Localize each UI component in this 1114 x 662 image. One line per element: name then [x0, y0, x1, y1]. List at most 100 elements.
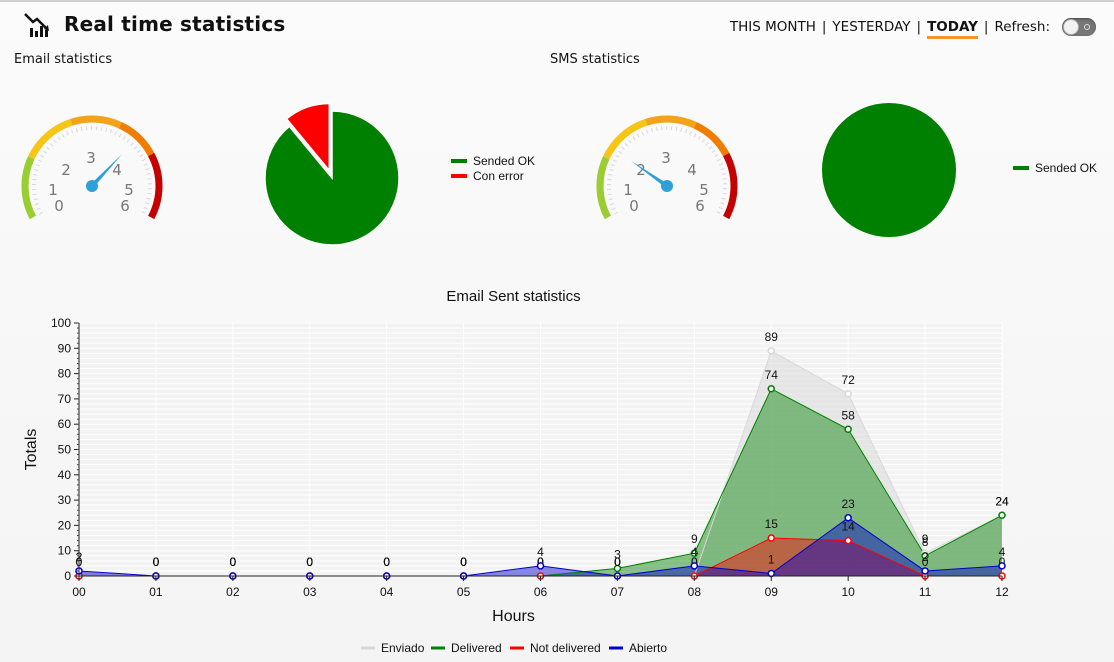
- gauge-tick: [53, 139, 57, 144]
- gauge-tick-label: 2: [61, 161, 71, 179]
- data-point: [152, 572, 160, 580]
- legend-item[interactable]: Sended OK: [1013, 160, 1097, 175]
- data-point: [306, 572, 314, 580]
- x-tick-label: 05: [457, 585, 471, 599]
- x-tick-label: 07: [611, 585, 625, 599]
- refresh-toggle[interactable]: [1062, 18, 1096, 36]
- data-point: [921, 552, 929, 560]
- x-tick-label: 10: [841, 585, 855, 599]
- gauge-band: [596, 156, 611, 220]
- gauge-tick: [720, 168, 725, 171]
- gauge-tick: [711, 149, 716, 154]
- data-point: [690, 572, 699, 580]
- y-axis-title: Totals: [23, 429, 40, 471]
- pie-slice: [822, 103, 956, 237]
- data-point: [152, 572, 160, 580]
- legend-label: Sended OK: [1035, 160, 1098, 175]
- sms-pie-legend: Sended OK: [1013, 160, 1097, 175]
- legend-label: Enviado: [381, 641, 425, 655]
- data-label: 0: [153, 555, 160, 569]
- data-label: 0: [229, 555, 236, 569]
- toggle-knob: [1063, 19, 1079, 35]
- range-this-month[interactable]: THIS MONTH: [729, 19, 816, 35]
- x-tick-label: 02: [226, 585, 240, 599]
- gauge-tick: [80, 126, 83, 131]
- data-label: 0: [460, 555, 467, 569]
- gauge-band: [645, 115, 697, 129]
- data-label: 0: [76, 555, 83, 569]
- gauge-tick: [118, 133, 122, 138]
- gauge-tick: [608, 198, 613, 201]
- gauge-tick: [716, 211, 721, 214]
- data-label: 0: [999, 555, 1006, 569]
- data-point: [382, 572, 391, 580]
- gauge-tick-label: 3: [86, 149, 96, 167]
- data-point: [767, 385, 775, 393]
- legend-item[interactable]: Sended OK: [451, 153, 535, 168]
- data-point: [229, 572, 237, 580]
- gauge-tick-label: 6: [695, 197, 705, 215]
- data-label: 24: [995, 494, 1009, 508]
- data-label: 23: [841, 497, 855, 511]
- header-bar: Real time statistics THIS MONTH | YESTER…: [0, 0, 1114, 46]
- gauge-tick: [693, 133, 697, 138]
- gauge-tick: [705, 142, 709, 146]
- data-label: 0: [614, 555, 621, 569]
- data-label: 4: [999, 545, 1006, 559]
- gauge-tick: [33, 173, 38, 176]
- data-point: [229, 572, 237, 580]
- gauge-hub: [661, 180, 673, 192]
- gauge-tick: [650, 127, 653, 133]
- gauge-band: [603, 118, 648, 160]
- legend-item[interactable]: Con error: [451, 168, 535, 183]
- gauge-tick: [75, 127, 78, 133]
- gauge-tick: [40, 154, 45, 158]
- data-point: [921, 567, 929, 575]
- gauge-tick: [145, 202, 150, 205]
- y-tick-label: 50: [58, 443, 72, 457]
- gauge-tick: [680, 127, 683, 132]
- legend-label: Con error: [473, 168, 524, 183]
- data-point: [75, 572, 83, 580]
- data-label: 1: [768, 552, 775, 566]
- series-line-enviado: [78, 350, 1003, 577]
- data-point: [844, 390, 852, 398]
- gauge-tick: [122, 135, 126, 140]
- data-label: 0: [537, 555, 544, 569]
- gauge-tick: [608, 173, 613, 176]
- data-label: 0: [537, 555, 544, 569]
- data-label: 0: [153, 555, 160, 569]
- gauge-tick: [718, 163, 723, 166]
- x-tick-label: 11: [919, 585, 932, 599]
- range-yesterday[interactable]: YESTERDAY: [832, 19, 911, 35]
- data-point: [152, 572, 160, 580]
- gauge-tick: [611, 207, 616, 211]
- data-label: 0: [614, 555, 621, 569]
- series-line-not-delivered: [79, 537, 1002, 577]
- y-tick-label: 70: [58, 392, 72, 406]
- gauge-tick: [615, 154, 620, 158]
- x-tick-label: 01: [149, 585, 163, 599]
- data-label: 2: [922, 550, 929, 564]
- data-point: [998, 572, 1006, 580]
- gauge-tick: [133, 145, 138, 150]
- gauge-tick: [36, 207, 41, 211]
- data-label: 15: [765, 517, 779, 531]
- gauge-tick: [146, 173, 151, 175]
- data-label: 58: [841, 408, 855, 422]
- data-label: 0: [306, 555, 313, 569]
- data-point: [306, 572, 314, 580]
- data-point: [229, 572, 237, 580]
- gauge-tick: [114, 131, 117, 136]
- gauge-tick: [714, 154, 719, 158]
- gauge-tick: [33, 198, 38, 201]
- data-point: [921, 572, 929, 580]
- y-tick-label: 40: [58, 468, 72, 482]
- data-point: [998, 562, 1006, 570]
- gauge-tick: [57, 136, 61, 141]
- gauge-tick: [61, 133, 65, 138]
- gauge-tick-label: 0: [629, 197, 639, 215]
- series-area-delivered: [79, 388, 1002, 576]
- range-today[interactable]: TODAY: [927, 19, 978, 39]
